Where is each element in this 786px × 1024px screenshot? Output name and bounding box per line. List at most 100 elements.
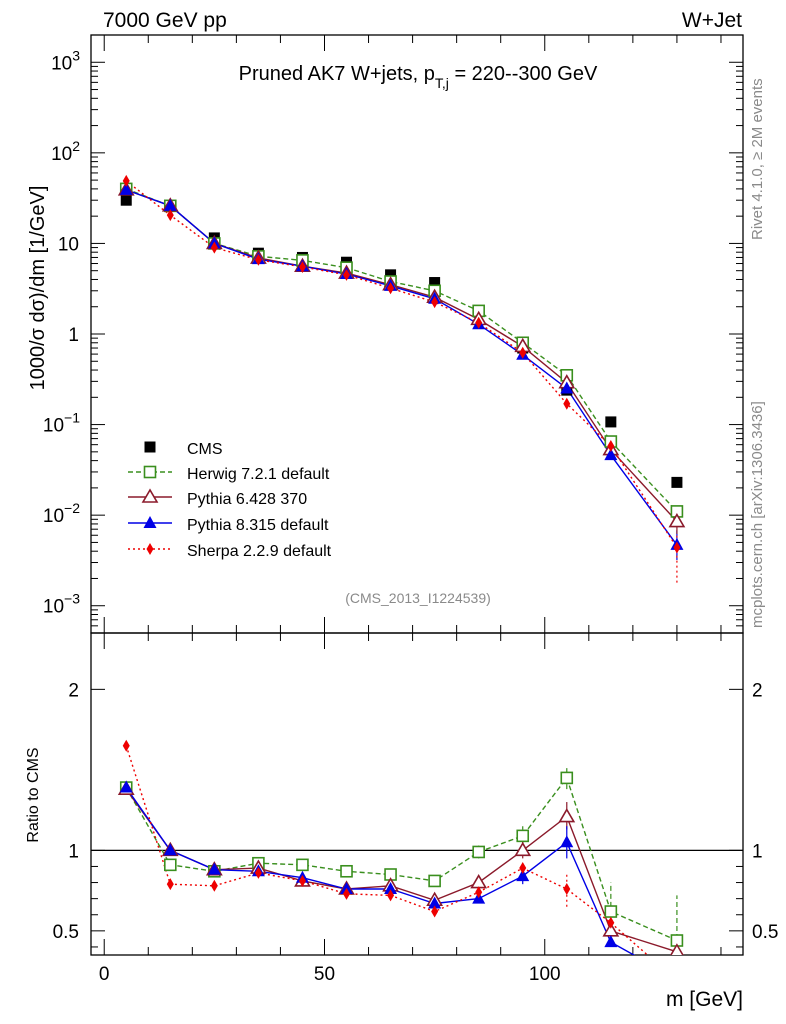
lower-panel: 2 2 1 1 0.5 0.5 0 50 100 Ratio to CMS m [GeV] (25, 632, 778, 1011)
ratio-point-herwig (428, 874, 441, 888)
legend-label-cms: CMS (187, 441, 223, 458)
ratio-point-sherpa (298, 874, 306, 887)
y-tick-label: 102 (51, 138, 80, 165)
ratio-point-herwig (560, 771, 574, 785)
data-point-pythia (604, 448, 618, 461)
upper-y-axis-label: 1000/σ dσ)/dm [1/GeV] (27, 186, 49, 391)
data-point-sherpa (343, 268, 351, 281)
lower-x-ticks: 0 50 100 (99, 633, 722, 985)
ratio-point-herwig (604, 905, 618, 918)
ratio-axis-label: Ratio to CMS (25, 747, 42, 842)
data-point-cms (120, 194, 132, 206)
lower-frame (90, 632, 744, 956)
data-point-sherpa (254, 253, 262, 266)
ratio-point-pythia (558, 807, 576, 823)
legend-marker (143, 465, 157, 479)
legend-entry-pythia6: Pythia 6.428 370 (128, 488, 307, 508)
ratio-point-sherpa (475, 886, 483, 899)
x-tick-label: 50 (314, 964, 335, 985)
data-point-sherpa (475, 316, 483, 329)
y-tick-label: 10−1 (43, 410, 80, 437)
ratio-point-pythia (207, 862, 221, 875)
ratio-point-sherpa (607, 916, 615, 929)
legend-label-pythia8: Pythia 8.315 default (187, 517, 329, 534)
ratio-tick-label-right: 2 (752, 680, 763, 701)
y-tick-label: 10−2 (43, 500, 80, 527)
lower-series-group (117, 739, 684, 955)
ratio-point-pythia (163, 843, 177, 856)
data-point-sherpa (607, 440, 615, 453)
legend-entry-pythia8: Pythia 8.315 default (128, 516, 329, 534)
ratio-tick-label: 0.5 (53, 922, 79, 943)
data-point-sherpa (387, 282, 395, 295)
data-point-sherpa (166, 209, 174, 222)
legend-entry-herwig: Herwig 7.2.1 default (128, 465, 330, 483)
data-point-sherpa (298, 260, 306, 273)
legend-entry-cms: CMS (144, 441, 223, 458)
header-left: 7000 GeV pp (103, 9, 227, 32)
title-tail: = 220--300 GeV (449, 63, 598, 85)
ratio-point-sherpa (519, 862, 527, 875)
ratio-point-sherpa (122, 739, 130, 752)
data-point-sherpa (122, 174, 130, 187)
data-point-sherpa (210, 241, 218, 254)
data-point-cms (429, 277, 441, 289)
side-label-source: mcplots.cern.ch [arXiv:1306.3436] (749, 401, 766, 628)
ratio-point-sherpa (563, 882, 571, 895)
ratio-point-sherpa (210, 879, 218, 892)
ratio-point-pythia (514, 841, 532, 857)
watermark: (CMS_2013_I1224539) (345, 590, 491, 606)
ratio-point-pythia (516, 869, 530, 882)
ratio-point-sherpa (254, 866, 262, 879)
ratio-point-sherpa (343, 887, 351, 900)
ratio-tick-label: 2 (68, 680, 79, 701)
title-sub: T,j (435, 75, 449, 91)
upper-x-ticks (103, 35, 722, 633)
upper-title: Pruned AK7 W+jets, pT,j = 220--300 GeV (239, 63, 598, 91)
ratio-point-herwig (163, 858, 177, 872)
ratio-point-herwig (296, 858, 309, 872)
ratio-point-pythia (560, 835, 574, 848)
data-point-cms (671, 476, 683, 488)
ratio-point-pythia (428, 896, 442, 909)
header-right: W+Jet (682, 9, 742, 32)
title-main: Pruned AK7 W+jets, p (239, 63, 435, 85)
ratio-point-pythia (384, 881, 398, 894)
data-point-pythia (668, 512, 686, 528)
ratio-tick-label-right: 1 (752, 841, 763, 862)
ratio-tick-label: 1 (68, 841, 79, 862)
ratio-point-pythia (470, 873, 488, 889)
y-tick-label: 103 (51, 47, 80, 74)
ratio-point-herwig (340, 864, 353, 878)
data-point-pythia (163, 198, 177, 211)
legend-marker (143, 516, 157, 528)
ratio-point-pythia (670, 943, 684, 955)
ratio-point-sherpa (431, 905, 439, 918)
legend-marker (144, 441, 156, 453)
data-point-cms (385, 269, 397, 281)
x-axis-label: m [GeV] (666, 988, 743, 1011)
ratio-line-pythia (125, 787, 636, 955)
ratio-point-herwig (516, 829, 530, 843)
legend-marker (146, 543, 154, 555)
x-tick-label: 100 (529, 964, 561, 985)
data-point-pythia (560, 381, 574, 394)
y-tick-label: 10 (58, 234, 79, 255)
legend: CMS Herwig 7.2.1 default Pythia 6.428 37… (128, 441, 332, 560)
ratio-point-sherpa (166, 878, 174, 891)
data-point-pythia (119, 182, 133, 195)
ratio-point-sherpa (387, 889, 395, 902)
legend-label-sherpa: Sherpa 2.2.9 default (187, 543, 332, 560)
y-tick-label: 10−3 (43, 591, 80, 618)
upper-series-group (117, 174, 686, 583)
upper-data-layer (117, 174, 686, 583)
data-point-sherpa (519, 346, 527, 359)
ratio-point-pythia (604, 935, 618, 948)
ratio-line-herwig (125, 776, 678, 942)
data-point-sherpa (431, 296, 439, 309)
lower-y-ticks: 2 2 1 1 0.5 0.5 (53, 680, 778, 948)
ratio-point-pythia (119, 780, 133, 793)
